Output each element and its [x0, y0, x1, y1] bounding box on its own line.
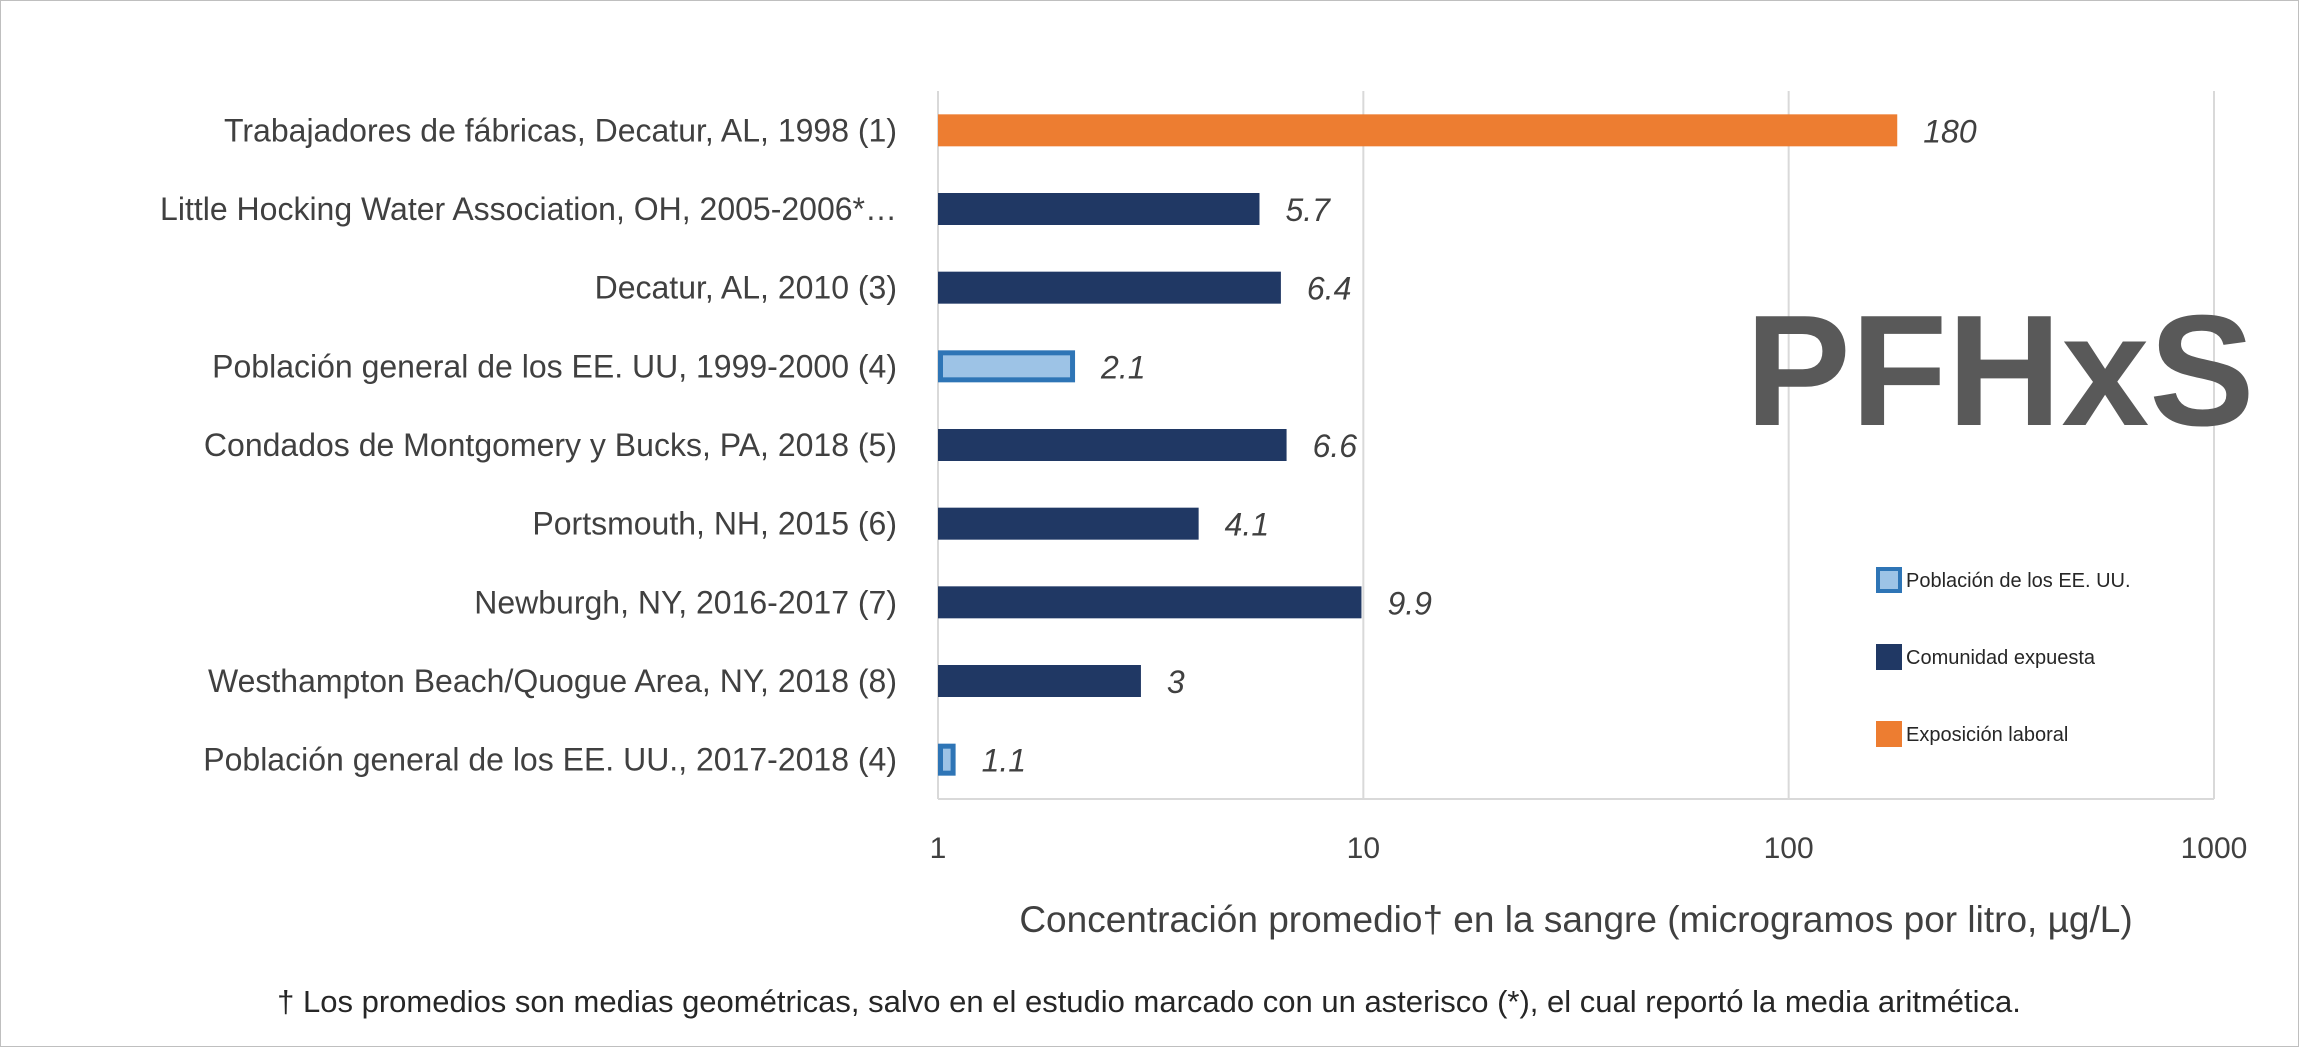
data-label: 6.6 — [1313, 428, 1358, 464]
category-label: Portsmouth, NH, 2015 (6) — [532, 506, 897, 542]
data-label: 2.1 — [1100, 349, 1145, 385]
bar — [938, 665, 1141, 697]
x-axis-title: Concentración promedio† en la sangre (mi… — [1019, 899, 2132, 940]
x-tick-label: 100 — [1764, 832, 1814, 865]
legend-label: Exposición laboral — [1906, 724, 2068, 746]
legend-swatch — [1876, 567, 1902, 593]
category-label: Condados de Montgomery y Bucks, PA, 2018… — [204, 427, 897, 463]
chart-title: PFHxS — [1745, 283, 2254, 459]
bars: 180 5.7 6.4 2.1 6.6 4.1 9.9 3 1.1 — [938, 113, 1977, 779]
legend-swatch — [1876, 721, 1902, 747]
category-label: Trabajadores de fábricas, Decatur, AL, 1… — [224, 112, 897, 148]
data-label: 5.7 — [1285, 192, 1331, 228]
x-tick-label: 1 — [930, 832, 947, 865]
category-label: Westhampton Beach/Quogue Area, NY, 2018 … — [208, 663, 897, 699]
bar — [938, 114, 1898, 147]
legend-label: Comunidad expuesta — [1906, 647, 2096, 669]
legend: Población de los EE. UU. Comunidad expues… — [1876, 567, 2131, 747]
footnote: † Los promedios son medias geométricas, … — [277, 984, 2021, 1019]
bar — [938, 350, 1076, 383]
category-label: Little Hocking Water Association, OH, 20… — [160, 191, 897, 227]
data-label: 3 — [1167, 664, 1185, 700]
category-labels: Trabajadores de fábricas, Decatur, AL, 1… — [160, 112, 897, 777]
data-label: 6.4 — [1307, 271, 1351, 307]
bar — [938, 507, 1199, 540]
data-label: 180 — [1923, 113, 1977, 149]
bar — [938, 271, 1281, 304]
x-tick-label: 10 — [1347, 832, 1380, 865]
bar — [938, 586, 1362, 619]
x-tick-labels: 1 10 100 1000 — [930, 832, 2248, 865]
bar — [938, 193, 1260, 225]
category-label: Decatur, AL, 2010 (3) — [595, 270, 897, 306]
x-tick-label: 1000 — [2181, 832, 2248, 865]
bar — [938, 429, 1287, 461]
data-label: 4.1 — [1225, 507, 1269, 543]
category-label: Newburgh, NY, 2016-2017 (7) — [474, 584, 897, 620]
category-label: Población general de los EE. UU., 2017-2… — [203, 742, 897, 778]
legend-swatch — [1876, 644, 1902, 670]
bar — [938, 743, 956, 776]
category-label: Población general de los EE. UU, 1999-20… — [212, 348, 897, 384]
data-label: 1.1 — [982, 743, 1026, 779]
legend-label: Población de los EE. UU. — [1906, 570, 2131, 592]
data-label: 9.9 — [1387, 585, 1432, 621]
